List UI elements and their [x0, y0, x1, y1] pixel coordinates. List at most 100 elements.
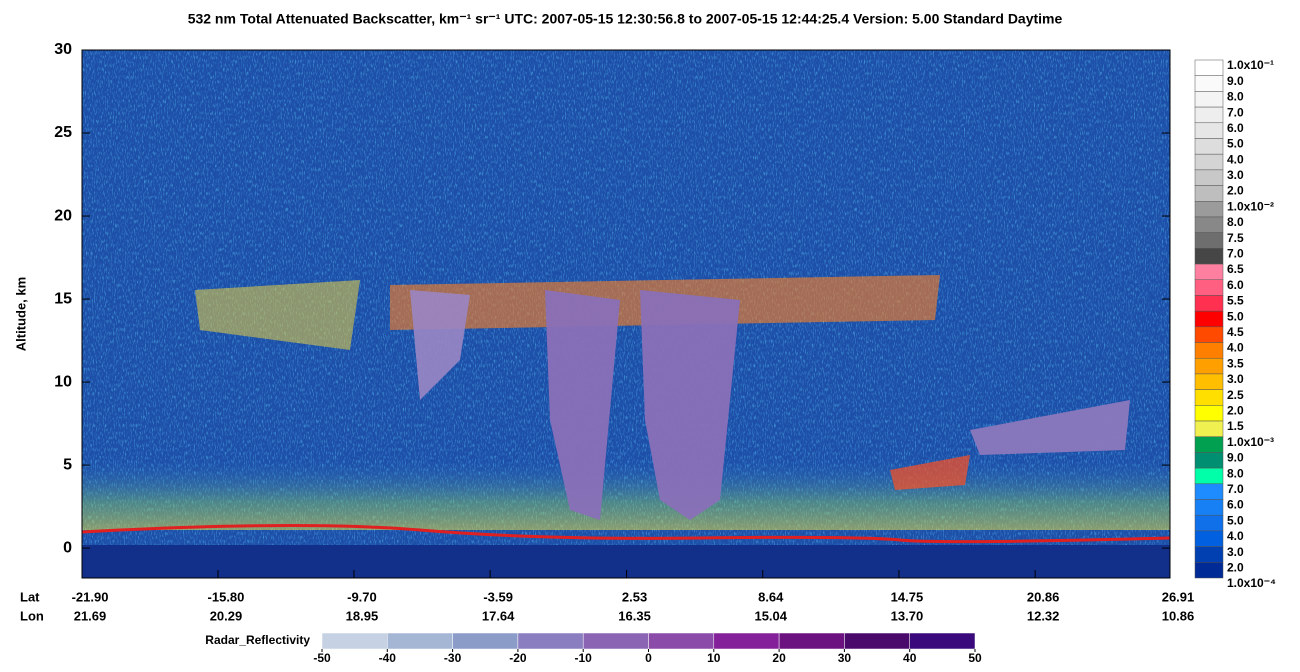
lon-label: 17.64 — [482, 608, 515, 623]
colorbar-label: 3.0 — [1227, 168, 1244, 182]
colorbar-swatch — [1194, 405, 1224, 422]
colorbar-label: 4.0 — [1227, 152, 1244, 166]
radar-tick-label: -10 — [575, 651, 593, 665]
lon-label: 13.70 — [891, 608, 924, 623]
radar-tick-label: -50 — [313, 651, 331, 665]
colorbar-label: 8.0 — [1227, 466, 1244, 480]
colorbar-label: 6.0 — [1227, 498, 1244, 512]
colorbar-swatch — [1194, 452, 1224, 469]
x-tick-label: -9.70 — [347, 589, 377, 604]
x-tick-label: -21.90 — [72, 589, 109, 604]
colorbar-label: 2.5 — [1227, 388, 1244, 402]
colorbar-swatch — [1194, 310, 1224, 328]
colorbar-label: 7.5 — [1227, 231, 1244, 245]
radar-swatch — [648, 632, 715, 650]
y-tick-label: 0 — [63, 539, 72, 556]
x-tick-label: -15.80 — [208, 589, 245, 604]
colorbar-swatch — [1194, 342, 1224, 359]
colorbar-swatch — [1194, 326, 1224, 343]
x-tick-label: 8.64 — [758, 589, 784, 604]
colorbar-label: 1.5 — [1227, 419, 1244, 433]
radar-swatch — [517, 632, 584, 650]
radar-tick-label: -20 — [509, 651, 527, 665]
colorbar-label: 9.0 — [1227, 74, 1244, 88]
colorbar-swatch — [1194, 153, 1224, 171]
lon-label: 15.04 — [754, 608, 787, 623]
colorbar-label: 9.0 — [1227, 451, 1244, 465]
colorbar-swatch — [1194, 138, 1224, 155]
radar-tick-label: 30 — [838, 651, 852, 665]
colorbar-swatch — [1194, 499, 1224, 516]
colorbar-label: 7.0 — [1227, 105, 1244, 119]
colorbar-swatch — [1194, 248, 1224, 265]
plot-frame — [81, 49, 1171, 579]
radar-swatch — [778, 632, 845, 650]
colorbar-swatch — [1194, 106, 1224, 124]
colorbar-swatch — [1194, 263, 1224, 281]
x-tick-label: 2.53 — [622, 589, 647, 604]
colorbar-label: 1.0x10⁻² — [1227, 199, 1274, 213]
colorbar-swatch — [1194, 295, 1224, 312]
radar-swatch — [582, 632, 649, 650]
colorbar-label: 3.0 — [1227, 372, 1244, 386]
colorbar-swatch — [1194, 185, 1224, 202]
colorbar-label: 5.5 — [1227, 294, 1244, 308]
colorbar-label: 7.0 — [1227, 482, 1244, 496]
colorbar-swatch — [1194, 75, 1224, 92]
y-tick-label: 5 — [63, 456, 72, 473]
x-tick-label: 14.75 — [891, 589, 924, 604]
colorbar-label: 3.5 — [1227, 356, 1244, 370]
y-tick-label: 15 — [54, 290, 72, 307]
radar-tick-label: 40 — [903, 651, 917, 665]
colorbar-label: 6.5 — [1227, 262, 1244, 276]
y-tick-label: 25 — [54, 124, 72, 141]
colorbar-swatch — [1194, 279, 1224, 296]
colorbar-label: 4.5 — [1227, 325, 1244, 339]
colorbar-label: 1.0x10⁻¹ — [1227, 58, 1274, 72]
colorbar-label: 6.0 — [1227, 278, 1244, 292]
colorbar-label: 4.0 — [1227, 341, 1244, 355]
colorbar-swatch — [1194, 59, 1224, 76]
radar-tick-label: 50 — [968, 651, 982, 665]
x-tick-label: 20.86 — [1027, 589, 1060, 604]
lon-label: 20.29 — [210, 608, 243, 623]
colorbar-label: 1.0x10⁻³ — [1227, 435, 1274, 449]
x-axis-label: Lat — [20, 589, 40, 604]
colorbar-swatch — [1194, 467, 1224, 485]
radar-swatch — [321, 632, 388, 650]
lon-label: 18.95 — [346, 608, 379, 623]
colorbar-swatch — [1194, 91, 1224, 108]
colorbar-swatch — [1194, 389, 1224, 406]
x-tick-label: 26.91 — [1162, 589, 1195, 604]
colorbar-swatch — [1194, 201, 1224, 218]
colorbar-swatch — [1194, 232, 1224, 249]
colorbar-label: 2.0 — [1227, 184, 1244, 198]
colorbar-label: 2.0 — [1227, 560, 1244, 574]
colorbar-swatch — [1194, 169, 1224, 186]
colorbar-label: 7.0 — [1227, 247, 1244, 261]
colorbar-swatch — [1194, 562, 1224, 579]
radar-tick-label: -40 — [379, 651, 397, 665]
colorbar-label: 6.0 — [1227, 121, 1244, 135]
colorbar-swatch — [1194, 514, 1224, 532]
colorbar-swatch — [1194, 373, 1224, 390]
lon-label: 21.69 — [74, 608, 107, 623]
colorbar-swatch — [1194, 483, 1224, 500]
radar-tick-label: 10 — [707, 651, 721, 665]
colorbar-swatch — [1194, 546, 1224, 563]
curtain-image — [81, 50, 1171, 578]
colorbar-label: 3.0 — [1227, 545, 1244, 559]
chart-title: 532 nm Total Attenuated Backscatter, km⁻… — [188, 11, 1063, 27]
colorbar-label: 1.0x10⁻⁴ — [1227, 576, 1276, 590]
x2-axis-label: Lon — [20, 608, 44, 623]
colorbar-label: 8.0 — [1227, 215, 1244, 229]
radar-swatch — [452, 632, 519, 650]
radar-tick-label: 20 — [772, 651, 786, 665]
colorbar-label: 5.0 — [1227, 137, 1244, 151]
colorbar-swatch — [1194, 436, 1224, 453]
radar-tick-label: 0 — [645, 651, 652, 665]
y-tick-label: 20 — [54, 207, 72, 224]
y-tick-label: 10 — [54, 373, 72, 390]
y-tick-label: 30 — [54, 41, 72, 58]
